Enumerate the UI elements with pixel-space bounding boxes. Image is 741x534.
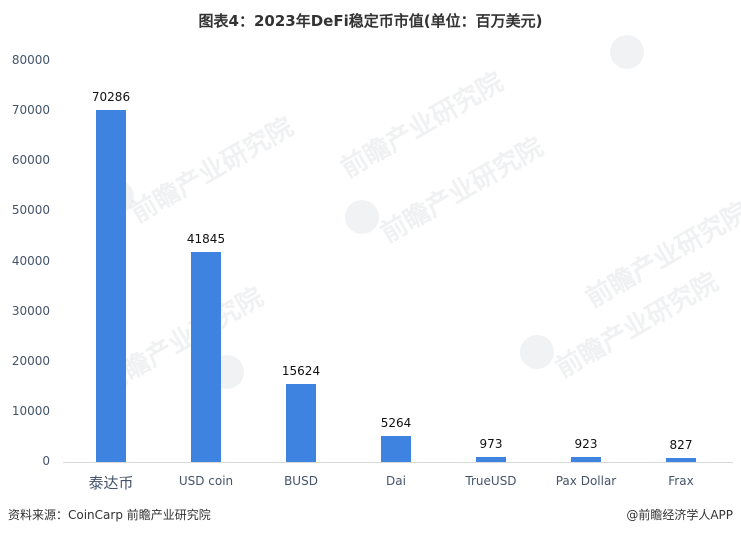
watermark: 前瞻产业研究院 <box>375 132 549 250</box>
credit-note: @前瞻经济学人APP <box>626 508 733 522</box>
category-label: Pax Dollar <box>555 474 617 488</box>
y-tick-label: 50000 <box>11 203 50 218</box>
watermark: 前瞻产业研究院 <box>125 112 299 230</box>
bar <box>191 252 221 462</box>
bar <box>96 109 126 462</box>
bar-value-label: 41845 <box>186 232 226 247</box>
watermark: 前瞻产业研究院 <box>580 197 741 315</box>
category-label: Frax <box>668 474 694 488</box>
bar-value-label: 923 <box>574 437 598 452</box>
watermark-logo <box>345 200 379 234</box>
y-tick-label: 0 <box>42 454 50 468</box>
category-label: Dai <box>386 474 406 488</box>
category-label: BUSD <box>284 474 318 488</box>
bar <box>571 457 601 462</box>
watermark-logo <box>520 335 554 369</box>
y-tick-label: 20000 <box>11 353 50 368</box>
category-label: 泰达币 <box>88 474 134 492</box>
y-tick-label: 10000 <box>11 403 50 418</box>
y-tick-label: 60000 <box>11 153 50 168</box>
y-tick-label: 30000 <box>11 303 50 318</box>
watermark: 前瞻产业研究院 <box>335 67 509 185</box>
bar <box>381 435 411 462</box>
y-tick-label: 40000 <box>11 253 50 268</box>
bar-value-label: 70286 <box>91 89 131 104</box>
x-axis-line <box>63 462 733 463</box>
watermark: 前瞻产业研究院 <box>550 267 724 385</box>
source-note: 资料来源：CoinCarp 前瞻产业研究院 <box>8 508 211 522</box>
y-tick-label: 70000 <box>11 103 50 118</box>
category-label: TrueUSD <box>465 474 517 488</box>
bar <box>666 457 696 462</box>
bar-value-label: 5264 <box>380 415 412 430</box>
bar <box>286 383 316 462</box>
y-tick-label: 80000 <box>11 53 50 67</box>
bar-value-label: 973 <box>479 437 503 452</box>
bar <box>476 457 506 462</box>
bar-value-label: 827 <box>669 437 693 452</box>
bar-value-label: 15624 <box>281 363 321 378</box>
category-label: USD coin <box>178 474 234 488</box>
watermark-logo <box>610 35 644 69</box>
chart-title: 图表4：2023年DeFi稳定币市值(单位：百万美元) <box>198 12 543 30</box>
